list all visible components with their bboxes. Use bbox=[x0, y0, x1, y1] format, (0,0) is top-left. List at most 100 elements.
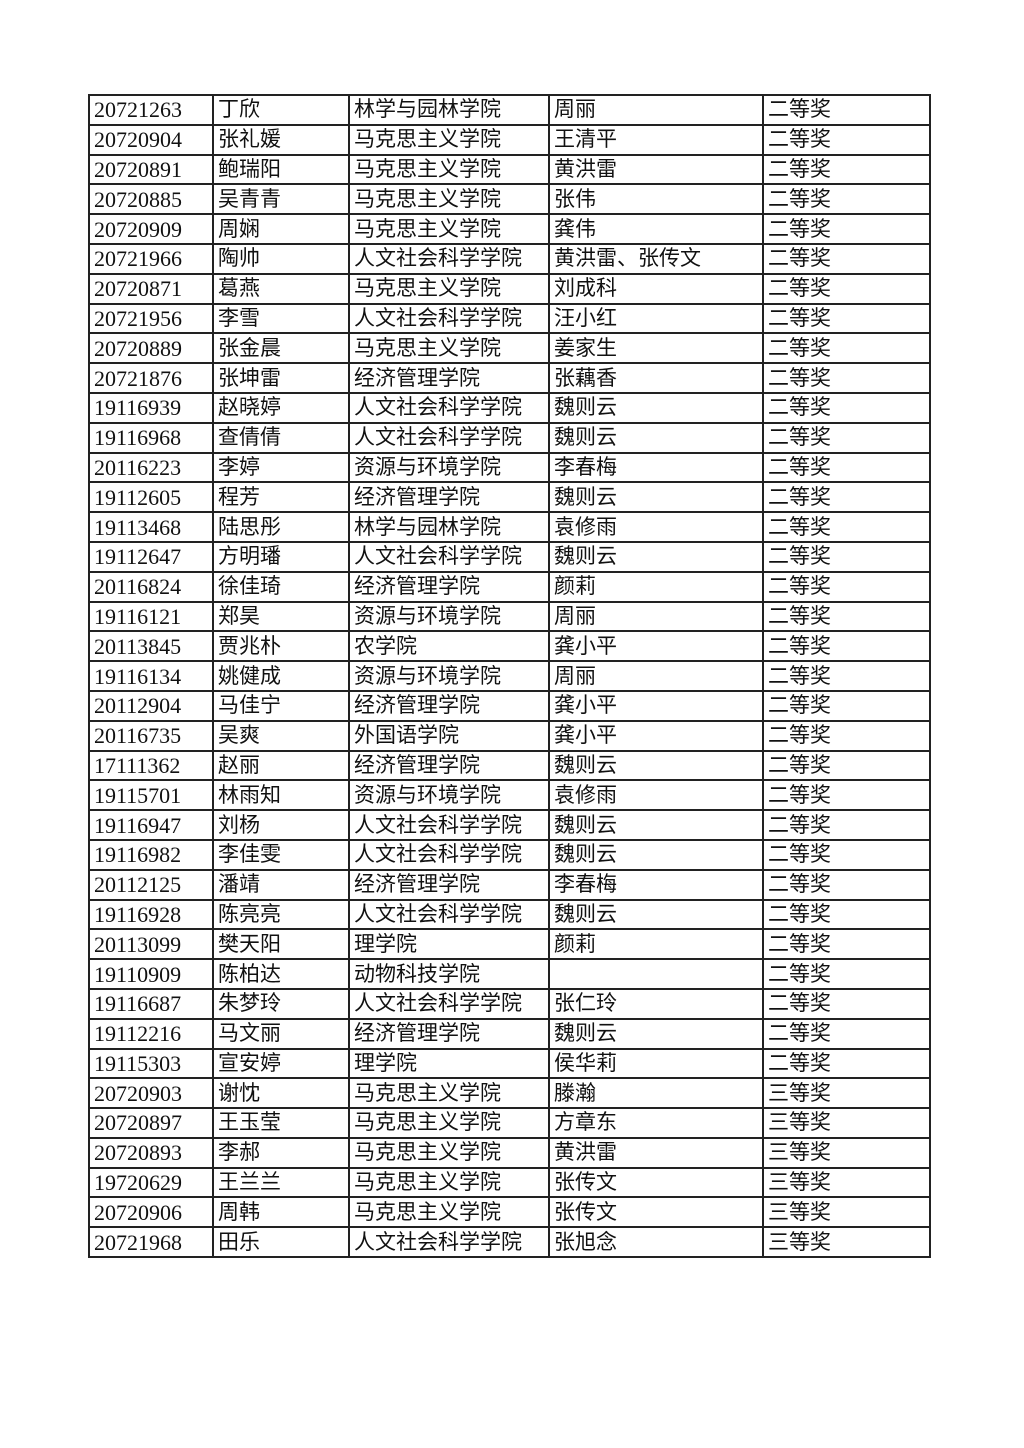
college-cell: 理学院 bbox=[348, 1047, 550, 1080]
advisor-cell: 侯华莉 bbox=[548, 1047, 764, 1080]
student-id-cell: 19110909 bbox=[88, 958, 214, 990]
table-row: 20720909 周娴 马克思主义学院 龚伟 二等奖 bbox=[88, 213, 931, 245]
award-level-cell: 二等奖 bbox=[762, 958, 931, 990]
table-row: 19116121 郑昊 资源与环境学院 周丽 二等奖 bbox=[88, 600, 931, 633]
advisor-cell: 李春梅 bbox=[548, 451, 764, 484]
advisor-cell: 张伟 bbox=[548, 183, 764, 216]
award-level-cell: 二等奖 bbox=[762, 183, 931, 216]
student-name-cell: 贾兆朴 bbox=[212, 630, 350, 663]
award-table-body: 20721263 丁欣 林学与园林学院 周丽 二等奖 20720904 张礼媛 马克思主义学院… bbox=[88, 94, 931, 1259]
student-name-cell: 方明璠 bbox=[212, 540, 350, 573]
table-row: 20112125 潘靖 经济管理学院 李春梅 二等奖 bbox=[88, 868, 931, 901]
student-id-cell: 20112125 bbox=[88, 868, 214, 901]
student-name-cell: 吴爽 bbox=[212, 719, 350, 752]
award-level-cell: 二等奖 bbox=[762, 630, 931, 663]
student-name-cell: 姚健成 bbox=[212, 660, 350, 692]
college-cell: 马克思主义学院 bbox=[348, 153, 550, 186]
table-row: 19116982 李佳雯 人文社会科学学院 魏则云 二等奖 bbox=[88, 838, 931, 871]
advisor-cell: 龚小平 bbox=[548, 719, 764, 752]
college-cell: 动物科技学院 bbox=[348, 958, 550, 990]
award-level-cell: 二等奖 bbox=[762, 570, 931, 603]
college-cell: 马克思主义学院 bbox=[348, 213, 550, 245]
table-row: 20720889 张金晨 马克思主义学院 姜家生 二等奖 bbox=[88, 332, 931, 365]
college-cell: 马克思主义学院 bbox=[348, 1136, 550, 1169]
advisor-cell: 周丽 bbox=[548, 600, 764, 633]
award-level-cell: 二等奖 bbox=[762, 94, 931, 126]
college-cell: 人文社会科学学院 bbox=[348, 838, 550, 871]
student-name-cell: 林雨知 bbox=[212, 779, 350, 812]
college-cell: 人文社会科学学院 bbox=[348, 1226, 550, 1259]
advisor-cell: 龚小平 bbox=[548, 630, 764, 663]
college-cell: 马克思主义学院 bbox=[348, 1077, 550, 1110]
student-name-cell: 田乐 bbox=[212, 1226, 350, 1259]
table-row: 20720903 谢忱 马克思主义学院 滕瀚 三等奖 bbox=[88, 1077, 931, 1110]
student-id-cell: 19116121 bbox=[88, 600, 214, 633]
advisor-cell: 周丽 bbox=[548, 660, 764, 692]
student-id-cell: 19115303 bbox=[88, 1047, 214, 1080]
table-row: 19115303 宣安婷 理学院 侯华莉 二等奖 bbox=[88, 1047, 931, 1080]
table-row: 19116947 刘杨 人文社会科学学院 魏则云 二等奖 bbox=[88, 809, 931, 841]
advisor-cell: 颜莉 bbox=[548, 570, 764, 603]
college-cell: 马克思主义学院 bbox=[348, 1107, 550, 1139]
college-cell: 人文社会科学学院 bbox=[348, 987, 550, 1020]
award-level-cell: 二等奖 bbox=[762, 511, 931, 543]
award-level-cell: 二等奖 bbox=[762, 809, 931, 841]
student-name-cell: 陆思彤 bbox=[212, 511, 350, 543]
table-row: 19116928 陈亮亮 人文社会科学学院 魏则云 二等奖 bbox=[88, 898, 931, 931]
advisor-cell: 方章东 bbox=[548, 1107, 764, 1139]
advisor-cell: 张藕香 bbox=[548, 362, 764, 394]
advisor-cell: 滕瀚 bbox=[548, 1077, 764, 1110]
award-level-cell: 二等奖 bbox=[762, 898, 931, 931]
college-cell: 人文社会科学学院 bbox=[348, 302, 550, 335]
student-id-cell: 20720897 bbox=[88, 1107, 214, 1139]
table-row: 20116735 吴爽 外国语学院 龚小平 二等奖 bbox=[88, 719, 931, 752]
advisor-cell: 黄洪雷 bbox=[548, 153, 764, 186]
table-row: 20116824 徐佳琦 经济管理学院 颜莉 二等奖 bbox=[88, 570, 931, 603]
advisor-cell: 黄洪雷 bbox=[548, 1136, 764, 1169]
student-id-cell: 20116824 bbox=[88, 570, 214, 603]
advisor-cell: 张传文 bbox=[548, 1166, 764, 1199]
advisor-cell: 李春梅 bbox=[548, 868, 764, 901]
student-name-cell: 张坤雷 bbox=[212, 362, 350, 394]
student-id-cell: 20720871 bbox=[88, 272, 214, 305]
student-id-cell: 20720891 bbox=[88, 153, 214, 186]
advisor-cell: 刘成科 bbox=[548, 272, 764, 305]
table-row: 20116223 李婷 资源与环境学院 李春梅 二等奖 bbox=[88, 451, 931, 484]
student-name-cell: 陈亮亮 bbox=[212, 898, 350, 931]
college-cell: 经济管理学院 bbox=[348, 481, 550, 514]
award-level-cell: 二等奖 bbox=[762, 481, 931, 514]
award-level-cell: 三等奖 bbox=[762, 1226, 931, 1259]
award-level-cell: 二等奖 bbox=[762, 689, 931, 722]
award-level-cell: 二等奖 bbox=[762, 987, 931, 1020]
student-name-cell: 李婷 bbox=[212, 451, 350, 484]
student-name-cell: 周娴 bbox=[212, 213, 350, 245]
table-row: 19110909 陈柏达 动物科技学院 二等奖 bbox=[88, 958, 931, 990]
student-id-cell: 20720904 bbox=[88, 123, 214, 156]
student-id-cell: 20720885 bbox=[88, 183, 214, 216]
student-name-cell: 樊天阳 bbox=[212, 928, 350, 961]
advisor-cell: 袁修雨 bbox=[548, 779, 764, 812]
advisor-cell: 张旭念 bbox=[548, 1226, 764, 1259]
table-row: 17111362 赵丽 经济管理学院 魏则云 二等奖 bbox=[88, 749, 931, 782]
college-cell: 人文社会科学学院 bbox=[348, 391, 550, 424]
award-level-cell: 二等奖 bbox=[762, 451, 931, 484]
award-level-cell: 三等奖 bbox=[762, 1196, 931, 1229]
award-level-cell: 二等奖 bbox=[762, 391, 931, 424]
table-row: 20721263 丁欣 林学与园林学院 周丽 二等奖 bbox=[88, 94, 931, 126]
student-id-cell: 20720909 bbox=[88, 213, 214, 245]
advisor-cell: 龚伟 bbox=[548, 213, 764, 245]
student-id-cell: 20113845 bbox=[88, 630, 214, 663]
student-name-cell: 李佳雯 bbox=[212, 838, 350, 871]
student-id-cell: 20720893 bbox=[88, 1136, 214, 1169]
award-level-cell: 三等奖 bbox=[762, 1077, 931, 1110]
student-name-cell: 鲍瑞阳 bbox=[212, 153, 350, 186]
award-level-cell: 二等奖 bbox=[762, 362, 931, 394]
college-cell: 经济管理学院 bbox=[348, 749, 550, 782]
college-cell: 理学院 bbox=[348, 928, 550, 961]
advisor-cell: 颜莉 bbox=[548, 928, 764, 961]
table-row: 20720897 王玉莹 马克思主义学院 方章东 三等奖 bbox=[88, 1107, 931, 1139]
award-level-cell: 二等奖 bbox=[762, 302, 931, 335]
table-row: 20721966 陶帅 人文社会科学学院 黄洪雷、张传文 二等奖 bbox=[88, 242, 931, 275]
award-level-cell: 二等奖 bbox=[762, 928, 931, 961]
table-row: 19116134 姚健成 资源与环境学院 周丽 二等奖 bbox=[88, 660, 931, 692]
